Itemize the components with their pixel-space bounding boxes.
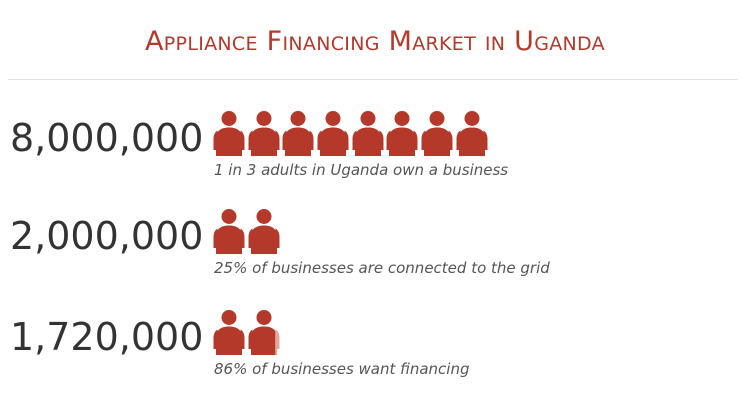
stat-number: 1,720,000 <box>10 315 204 359</box>
stat-row: 1,720,000 86% of businesses want financi… <box>0 305 750 395</box>
person-icon <box>282 110 314 156</box>
stat-caption: 1 in 3 adults in Uganda own a business <box>214 161 509 179</box>
person-icon <box>213 208 245 254</box>
people-icons <box>213 110 491 158</box>
title-divider <box>8 79 738 80</box>
stat-caption: 25% of businesses are connected to the g… <box>214 259 550 277</box>
stat-row: 2,000,000 25% of businesses are connecte… <box>0 204 750 294</box>
person-icon <box>248 208 280 254</box>
people-icons <box>213 208 282 256</box>
stat-caption: 86% of businesses want financing <box>214 360 470 378</box>
stat-number: 8,000,000 <box>10 116 204 160</box>
person-icon <box>352 110 384 156</box>
stat-number: 2,000,000 <box>10 214 204 258</box>
person-icon <box>213 309 245 355</box>
person-icon <box>421 110 453 156</box>
person-icon <box>317 110 349 156</box>
person-icon <box>248 309 280 355</box>
infographic-title: Appliance Financing Market in Uganda <box>145 26 605 57</box>
people-icons <box>213 309 282 357</box>
person-icon <box>386 110 418 156</box>
person-icon <box>213 110 245 156</box>
stat-row: 8,000,000 1 in 3 adults in Uganda own a … <box>0 106 750 196</box>
person-icon <box>456 110 488 156</box>
person-icon <box>248 110 280 156</box>
